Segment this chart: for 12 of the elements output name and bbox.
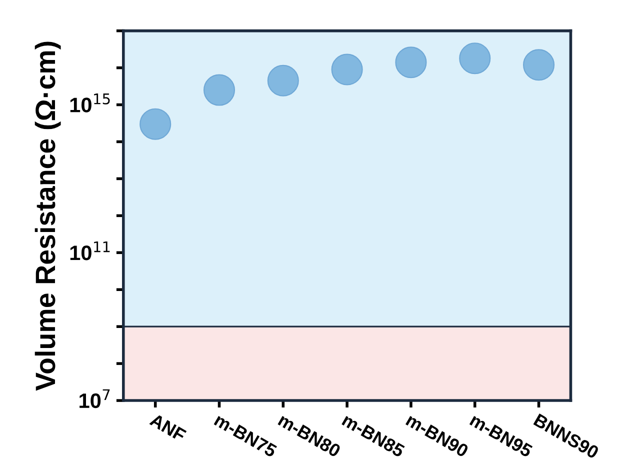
y-axis-title: Volume Resistance (Ω·cm) <box>34 42 61 391</box>
point <box>523 49 555 81</box>
point <box>459 42 491 74</box>
x-tick-label: ANF <box>149 413 187 442</box>
point <box>331 54 363 86</box>
point <box>395 46 427 78</box>
point <box>267 64 299 96</box>
point <box>203 74 236 106</box>
y-tick-label: 10$^{15}$ <box>70 94 110 112</box>
point <box>140 108 172 140</box>
y-tick-label: 10$^{11}$ <box>70 241 110 260</box>
y-tick-label: 10$^{7}$ <box>80 389 110 408</box>
